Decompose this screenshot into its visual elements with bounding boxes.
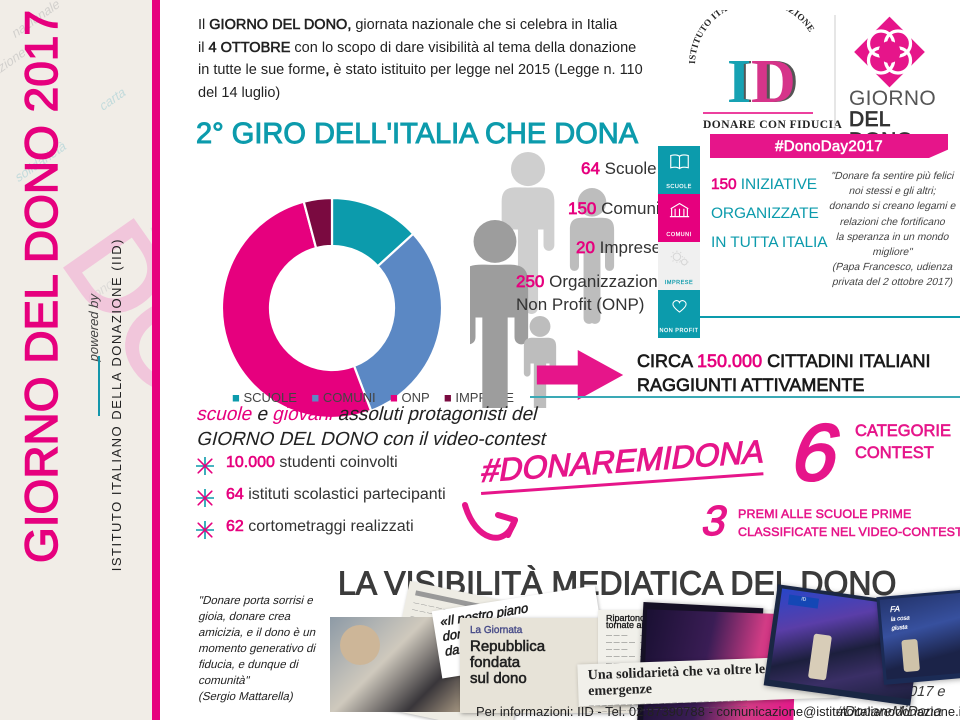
svg-text:carta: carta xyxy=(96,85,129,114)
svg-text:I: I xyxy=(727,48,751,116)
svg-text:DONARE CON FIDUCIA: DONARE CON FIDUCIA xyxy=(703,119,843,130)
svg-text:D: D xyxy=(751,48,796,116)
